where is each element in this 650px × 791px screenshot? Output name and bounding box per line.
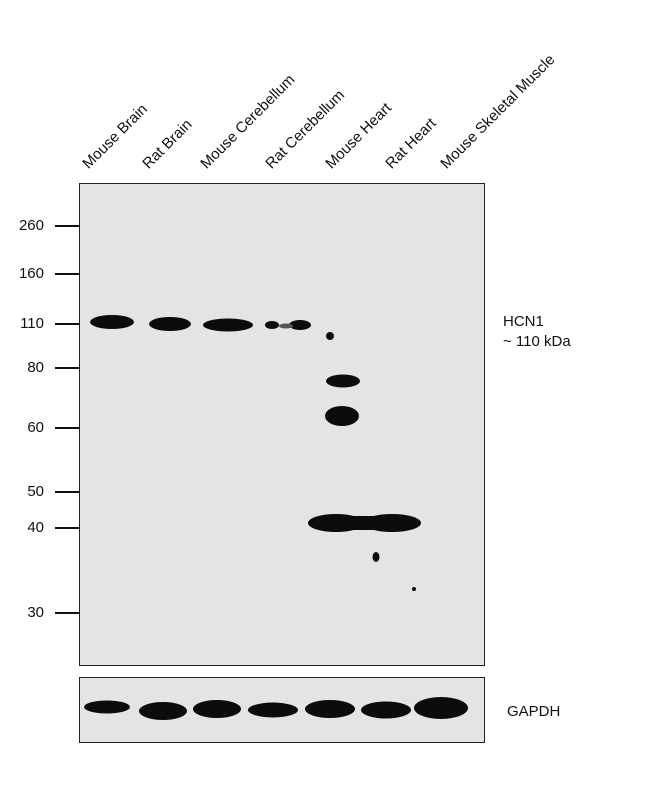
- marker-label-30: 30: [27, 604, 44, 621]
- band-heart-80: [326, 374, 360, 388]
- marker-tick-40: [55, 527, 79, 529]
- target-name-label: HCN1: [503, 313, 544, 330]
- band-gapdh-lane4: [248, 702, 298, 718]
- marker-tick-30: [55, 612, 79, 614]
- band-hcn1-lane2: [149, 317, 191, 331]
- band-hcn1-lane3: [203, 318, 253, 332]
- marker-tick-50: [55, 491, 79, 493]
- marker-tick-60: [55, 427, 79, 429]
- marker-tick-260: [55, 225, 79, 227]
- target-size-label: ~ 110 kDa: [503, 333, 571, 350]
- marker-label-40: 40: [27, 519, 44, 536]
- marker-tick-110: [55, 323, 79, 325]
- band-hcn1-lane1: [90, 315, 134, 329]
- band-gapdh-lane2: [139, 702, 187, 720]
- marker-label-80: 80: [27, 359, 44, 376]
- band-hcn1-lane4a: [265, 321, 279, 329]
- marker-label-110: 110: [20, 315, 44, 332]
- marker-label-160: 160: [18, 265, 44, 282]
- marker-label-60: 60: [27, 419, 44, 436]
- band-gapdh-lane5: [305, 700, 355, 718]
- marker-tick-80: [55, 367, 79, 369]
- band-42-bridge: [336, 516, 392, 530]
- band-heart-65: [325, 406, 359, 426]
- marker-tick-160: [55, 273, 79, 275]
- band-dot-mid: [372, 552, 380, 562]
- band-gapdh-lane6: [361, 701, 411, 719]
- band-gapdh-lane3: [193, 700, 241, 718]
- band-gapdh-lane7: [414, 697, 468, 719]
- loading-control-label: GAPDH: [507, 703, 561, 720]
- band-gapdh-lane1: [84, 700, 130, 714]
- main-blot-panel: [79, 183, 485, 666]
- band-heart-dot-top: [326, 332, 334, 340]
- marker-label-260: 260: [18, 217, 44, 234]
- band-dot-small: [412, 587, 416, 591]
- marker-label-50: 50: [27, 483, 44, 500]
- band-hcn1-lane4c: [279, 323, 293, 329]
- band-hcn1-lane4b: [289, 320, 311, 330]
